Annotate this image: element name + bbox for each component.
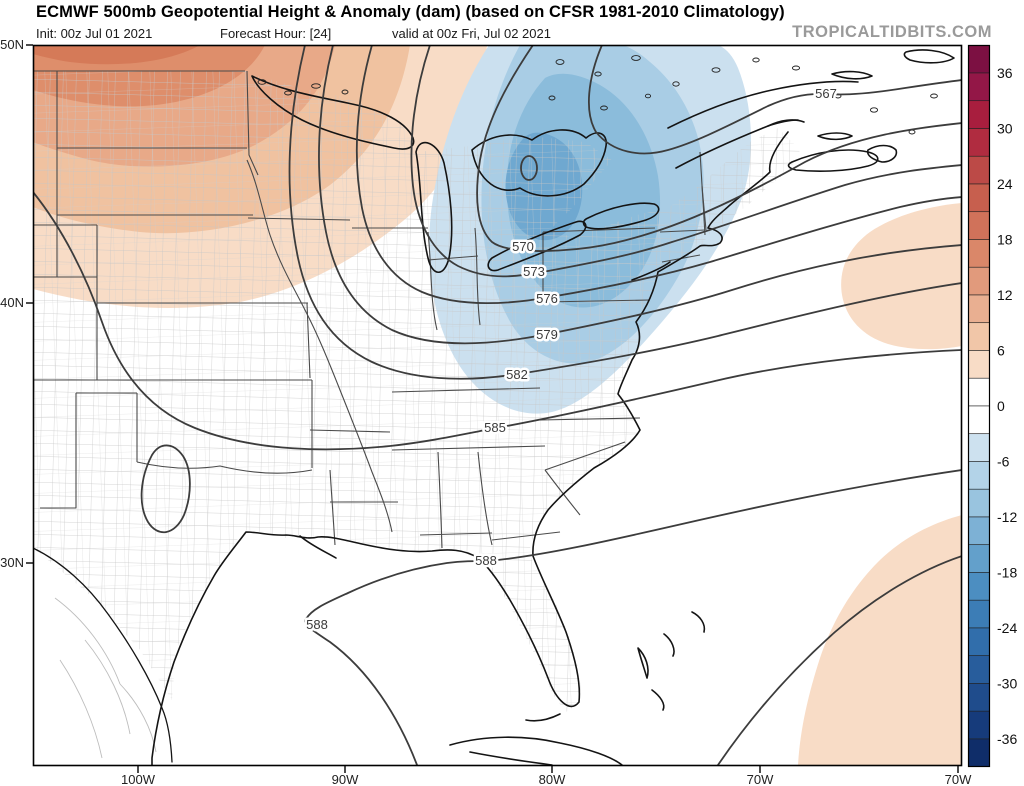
init-time-label: Init: 00z Jul 01 2021	[36, 26, 153, 41]
colorbar: 36 30 24 18 12 6 0 -6 -12 -18 -24 -30 -36	[968, 44, 1017, 767]
lat-tick-label: 30N	[0, 555, 24, 570]
lake-michigan	[415, 141, 453, 274]
colorbar-frame	[967, 44, 991, 768]
contour-label-567: 567	[815, 86, 837, 101]
colorbar-cell	[968, 738, 990, 767]
lon-tick-label: 70W	[747, 772, 774, 786]
watermark: TROPICALTIDBITS.COM	[792, 23, 992, 41]
colorbar-cell	[968, 72, 990, 102]
colorbar-tick-label: -6	[997, 453, 1010, 469]
lat-tick-label: 50N	[0, 37, 24, 52]
contour-label-579: 579	[536, 327, 558, 342]
colorbar-cell	[968, 155, 990, 185]
lake-huron	[471, 129, 608, 197]
colorbar-tick-label: 24	[997, 176, 1013, 192]
valid-time-label: valid at 00z Fri, Jul 02 2021	[392, 26, 551, 41]
coastline	[33, 49, 955, 766]
page-title: ECMWF 500mb Geopotential Height & Anomal…	[36, 3, 785, 21]
colorbar-cell	[968, 488, 990, 518]
colorbar-cell	[968, 627, 990, 657]
contour-588	[304, 469, 962, 766]
lon-tick-label: 80W	[539, 772, 566, 786]
contour-label-585: 585	[484, 420, 506, 435]
colorbar-cell	[968, 322, 990, 351]
colorbar-cell	[968, 683, 990, 712]
colorbar-cell	[968, 599, 990, 629]
contour-label-588: 588	[306, 617, 328, 632]
colorbar-tick-label: -30	[997, 675, 1017, 691]
contour-labels: 567 570 573 576 579 582 585 588 588	[304, 84, 840, 635]
colorbar-tick-label: 12	[997, 287, 1013, 303]
contour-570	[476, 45, 962, 252]
colorbar-tick-label: 18	[997, 231, 1013, 247]
axis-ticks	[26, 44, 959, 773]
colorbar-cell	[968, 572, 990, 601]
contour-591	[717, 555, 962, 766]
colorbar-cell	[968, 239, 990, 268]
contour-567	[587, 45, 962, 155]
contour-582	[288, 45, 962, 380]
map-frame	[32, 44, 963, 767]
colorbar-tick-label: 0	[997, 398, 1005, 414]
colorbar-cell	[968, 266, 990, 296]
contour-label-576: 576	[536, 291, 558, 306]
colorbar-cell	[968, 516, 990, 546]
colorbar-tick-label: -36	[997, 731, 1017, 747]
state-borders	[33, 70, 707, 549]
lon-tick-label: 90W	[332, 772, 359, 786]
colorbar-cell	[968, 211, 990, 240]
contour-texas-closed	[140, 444, 191, 533]
contour-585	[33, 191, 962, 451]
colorbar-cell	[968, 461, 990, 490]
positive-anomaly-atlantic	[798, 203, 962, 765]
colorbar-tick-label: 36	[997, 65, 1013, 81]
colorbar-cell	[968, 128, 990, 157]
contour-label-588: 588	[475, 553, 497, 568]
colorbar-tick-label: -12	[997, 509, 1017, 525]
lat-tick-label: 40N	[0, 295, 24, 310]
colorbar-cell	[968, 100, 990, 129]
colorbar-cell	[968, 44, 990, 74]
contour-label-570: 570	[512, 239, 534, 254]
contour-label-582: 582	[506, 367, 528, 382]
lake-ontario	[582, 202, 660, 230]
colorbar-cell	[968, 405, 990, 435]
contour-576	[355, 45, 962, 305]
colorbar-cell	[968, 544, 990, 573]
colorbar-cell	[968, 377, 990, 407]
colorbar-tick-label: 30	[997, 120, 1013, 136]
colorbar-cell	[968, 655, 990, 684]
colorbar-tick-label: 6	[997, 342, 1005, 358]
colorbar-cell	[968, 183, 990, 213]
colorbar-cell	[968, 350, 990, 379]
contour-label-573: 573	[523, 264, 545, 279]
contour-573	[410, 45, 962, 278]
colorbar-tick-label: -24	[997, 620, 1017, 636]
colorbar-cell	[968, 433, 990, 462]
small-lakes-islands	[257, 55, 938, 135]
forecast-hour-label: Forecast Hour: [24]	[220, 26, 332, 41]
lake-erie	[487, 220, 587, 272]
contour-579	[318, 45, 962, 345]
lon-tick-label: 70W	[945, 772, 972, 786]
height-contours	[33, 45, 962, 766]
lon-tick-label: 100W	[121, 772, 156, 786]
contour-low-center	[520, 155, 538, 181]
axis-labels: 50N 40N 30N 100W 90W 80W 70W 70W	[0, 37, 972, 786]
mexico-state-lines	[54, 597, 157, 759]
colorbar-cell	[968, 294, 990, 324]
colorbar-tick-label: -18	[997, 564, 1017, 580]
colorbar-cell	[968, 710, 990, 740]
